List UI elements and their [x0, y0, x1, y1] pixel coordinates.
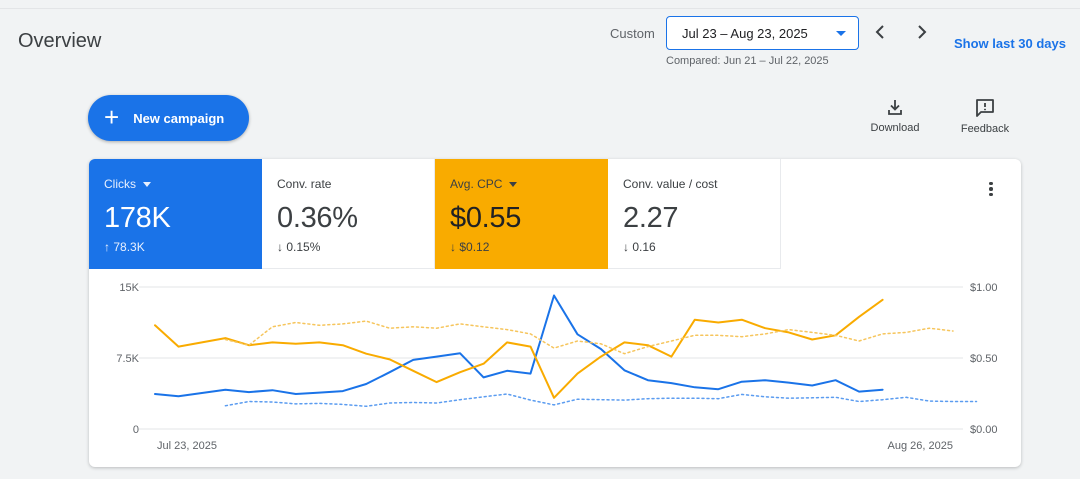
y-right-tick-label: $1.00 — [970, 282, 998, 294]
performance-line-chart: 0 7.5K 15K $0.00 $0.50 $1.00 Jul 23, 2025 Aug 2… — [116, 282, 998, 452]
show-last-30-days-link[interactable]: Show last 30 days — [954, 36, 1066, 51]
metric-conv-rate[interactable]: Conv. rate 0.36% ↓ 0.15% — [262, 159, 435, 269]
metric-delta: ↓ 0.15% — [277, 240, 419, 254]
metric-delta-value: $0.12 — [459, 240, 490, 254]
more-vert-icon-dot — [989, 181, 993, 186]
comparison-range: Compared: Jun 21 – Jul 22, 2025 — [666, 55, 829, 67]
date-range-type-label: Custom — [610, 26, 655, 41]
more-options-button[interactable] — [981, 179, 1001, 199]
metric-label-text: Clicks — [104, 177, 136, 191]
metric-label: Clicks — [104, 177, 247, 191]
more-vert-icon-dot — [989, 192, 993, 197]
more-vert-icon-dot — [989, 187, 993, 191]
series-line-1-blue_light-dotted — [224, 393, 978, 408]
date-range-picker[interactable]: Jul 23 – Aug 23, 2025 — [666, 16, 859, 50]
x-tick-label-end: Aug 26, 2025 — [888, 440, 953, 452]
arrow-down-icon: ↓ — [277, 240, 283, 254]
previous-period-button[interactable] — [869, 20, 893, 44]
metric-delta: ↓ $0.12 — [450, 240, 593, 254]
page-title: Overview — [18, 30, 102, 52]
y-left-tick-label: 7.5K — [116, 353, 139, 365]
download-icon — [888, 100, 902, 115]
feedback-icon — [976, 99, 994, 117]
dropdown-caret-icon — [143, 181, 151, 187]
metric-delta-value: 0.15% — [286, 240, 321, 254]
x-tick-label-start: Jul 23, 2025 — [157, 440, 217, 452]
metric-label-text: Avg. CPC — [450, 177, 503, 191]
metric-value: $0.55 — [450, 202, 522, 234]
chevron-left-icon — [875, 25, 884, 39]
next-period-button[interactable] — [909, 20, 933, 44]
dropdown-caret-icon — [836, 31, 846, 36]
series-line-3-orange_light-dotted — [224, 320, 954, 355]
download-button[interactable]: Download — [866, 98, 924, 134]
plus-icon: + — [104, 102, 120, 132]
performance-card: Clicks 178K ↑ 78.3K Conv. rate 0.36% ↓ 0… — [89, 159, 1021, 467]
metric-label: Conv. rate — [277, 177, 332, 191]
feedback-label: Feedback — [960, 123, 1010, 135]
metric-value: 0.36% — [277, 202, 358, 234]
metric-value: 178K — [104, 202, 171, 234]
arrow-down-icon: ↓ — [450, 240, 456, 254]
y-right-tick-label: $0.00 — [970, 424, 998, 436]
metric-value: 2.27 — [623, 202, 679, 234]
top-divider — [0, 8, 1080, 9]
metric-delta-value: 0.16 — [632, 240, 656, 254]
metric-avg-cpc[interactable]: Avg. CPC $0.55 ↓ $0.12 — [435, 159, 608, 269]
series-line-0-blue-solid — [154, 294, 884, 398]
new-campaign-label: New campaign — [133, 110, 225, 126]
metric-conv-value-cost[interactable]: Conv. value / cost 2.27 ↓ 0.16 — [608, 159, 781, 269]
metric-label: Conv. value / cost — [623, 177, 718, 191]
metric-label: Avg. CPC — [450, 177, 593, 191]
date-range-value: Jul 23 – Aug 23, 2025 — [682, 25, 808, 41]
arrow-up-icon: ↑ — [104, 240, 110, 254]
new-campaign-button[interactable]: + New campaign — [88, 95, 249, 141]
dropdown-caret-icon — [509, 181, 518, 187]
metric-delta: ↑ 78.3K — [104, 240, 247, 254]
feedback-button[interactable]: Feedback — [955, 98, 1015, 135]
chevron-right-icon — [918, 25, 927, 39]
metric-delta-value: 78.3K — [113, 240, 145, 254]
metric-clicks[interactable]: Clicks 178K ↑ 78.3K — [89, 159, 262, 269]
y-left-tick-label: 0 — [133, 424, 139, 436]
y-right-tick-label: $0.50 — [970, 353, 998, 365]
download-label: Download — [870, 122, 920, 134]
y-left-tick-label: 15K — [119, 282, 139, 294]
metric-delta: ↓ 0.16 — [623, 240, 765, 254]
arrow-down-icon: ↓ — [623, 240, 629, 254]
series-line-2-orange-solid — [154, 298, 884, 399]
